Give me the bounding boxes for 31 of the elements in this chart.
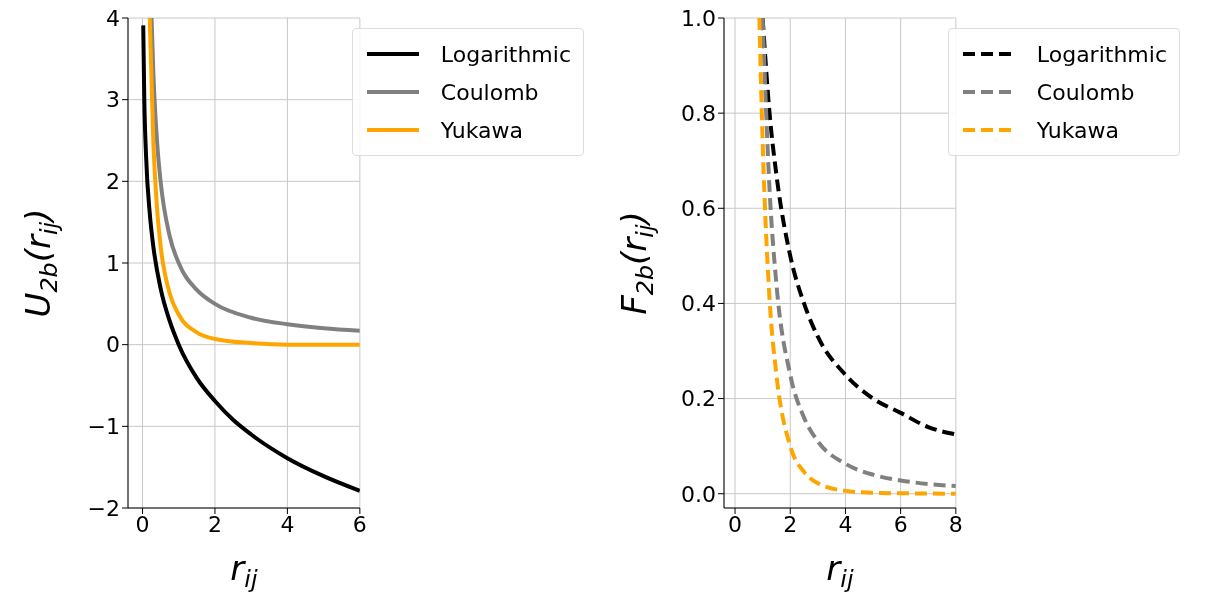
x-axis-title: r$_{ij}$ (230, 548, 258, 594)
y-tick-label: 1 (106, 250, 120, 276)
x-axis-title: r$_{ij}$ (826, 548, 854, 594)
legend-label: Coulomb (1036, 79, 1135, 105)
y-tick-label: 0.0 (681, 481, 716, 507)
y-tick-label: −1 (87, 414, 120, 440)
y-tick-label: 0.6 (681, 196, 716, 222)
x-tick-label: 8 (948, 511, 963, 537)
y-tick-label: 0.2 (681, 386, 716, 412)
y-tick-label: 2 (106, 169, 120, 195)
x-tick-label: 0 (135, 511, 150, 537)
legend-label: Coulomb (440, 79, 539, 105)
y-tick-label: 0 (106, 332, 120, 358)
y-tick-label: −2 (87, 495, 120, 521)
x-tick-label: 0 (728, 511, 743, 537)
x-tick-label: 2 (783, 511, 798, 537)
x-tick-label: 2 (207, 511, 222, 537)
y-tick-label: 0.4 (681, 291, 716, 317)
y-tick-label: 3 (106, 87, 120, 113)
legend-label: Yukawa (440, 117, 524, 143)
y-tick-label: 4 (106, 5, 120, 31)
legend-label: Logarithmic (1036, 41, 1167, 67)
legend-label: Yukawa (1036, 117, 1120, 143)
x-tick-label: 4 (838, 511, 853, 537)
x-tick-label: 6 (893, 511, 908, 537)
x-tick-label: 4 (280, 511, 295, 537)
line-series (141, 23, 360, 493)
legend-label: Logarithmic (440, 41, 571, 67)
y-tick-label: 0.8 (681, 100, 716, 126)
x-tick-label: 6 (352, 511, 367, 537)
y-tick-label: 1.0 (681, 5, 716, 31)
